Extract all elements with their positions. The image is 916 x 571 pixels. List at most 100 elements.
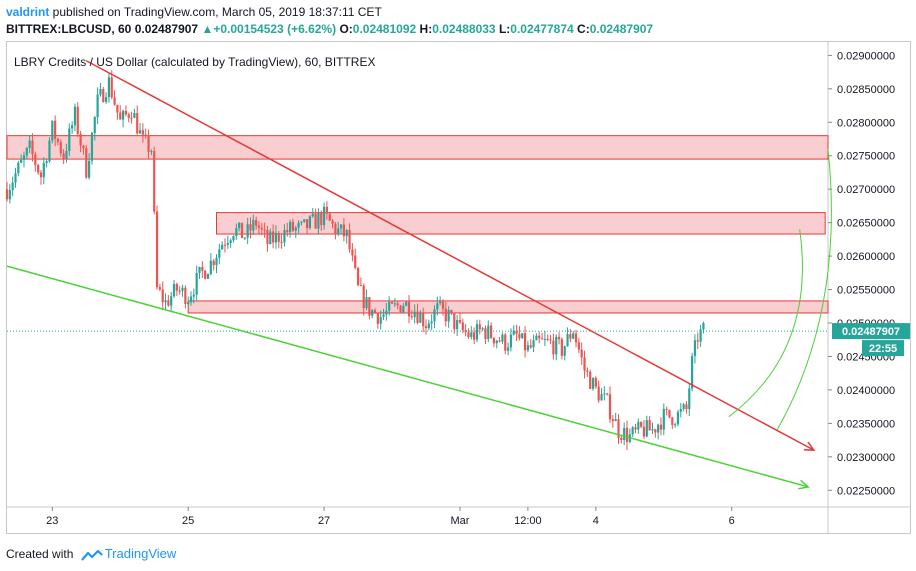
chart-frame[interactable] (6, 41, 911, 534)
candle-body (402, 305, 405, 313)
candle-body (76, 106, 79, 134)
support-trendline (6, 265, 809, 488)
candle-body (523, 333, 527, 351)
candle-body (642, 426, 646, 437)
projection-arc (776, 148, 832, 431)
candle-body (238, 222, 241, 229)
candle-body (498, 340, 501, 342)
candle-body (308, 216, 312, 229)
candle-body (300, 221, 303, 223)
candle-body (473, 332, 476, 340)
author-name[interactable]: valdrint (6, 5, 50, 19)
candle-body (487, 325, 490, 340)
candle-body (110, 77, 113, 98)
candle-body (532, 340, 535, 348)
y-tick-label: 0.02400000 (837, 385, 895, 397)
candle-body (648, 420, 651, 431)
candle-body (198, 266, 201, 273)
last-price-tag-label: 0.02487907 (842, 326, 900, 338)
candle-body (540, 338, 544, 340)
candle-body (447, 309, 450, 322)
candle-body (600, 394, 603, 401)
candle-body (116, 104, 119, 113)
candle-body (450, 309, 453, 314)
candle-body (512, 330, 515, 335)
price-change: +0.00154523 (+6.62%) (213, 22, 337, 36)
chart-title: LBRY Credits / US Dollar (calculated by … (14, 55, 376, 69)
candle-body (99, 89, 102, 95)
candle-body (303, 219, 306, 222)
candle-body (28, 140, 31, 148)
high-value: 0.02488033 (432, 22, 496, 36)
y-tick-label: 0.02700000 (837, 184, 895, 196)
candle-body (433, 309, 436, 322)
candle-body (543, 338, 546, 340)
candle-body (504, 334, 507, 351)
candle-body (611, 419, 614, 422)
candle-body (603, 393, 606, 395)
candle-body (614, 419, 617, 422)
candle-body (501, 334, 504, 342)
candle-body (257, 225, 261, 228)
open-label: O: (339, 22, 353, 36)
candle-body (645, 420, 648, 437)
candle-body (583, 357, 586, 371)
candle-body (396, 303, 399, 306)
candle-body (458, 320, 462, 323)
candle-body (456, 320, 459, 330)
last-price: 0.02487907 (134, 22, 199, 36)
candle-body (167, 300, 170, 306)
candle-body (631, 427, 634, 435)
high-label: H: (419, 22, 433, 36)
candle-body (119, 112, 122, 120)
created-with-text: Created with (6, 547, 74, 561)
candle-body (209, 260, 212, 275)
resistance-zone (187, 300, 829, 314)
candle-body (51, 120, 54, 141)
resistance-arrowhead (803, 441, 816, 451)
candle-body (623, 427, 626, 441)
candle-body (495, 340, 498, 344)
candle-body (314, 213, 317, 229)
candle-body (150, 151, 153, 153)
candle-body (218, 249, 221, 258)
candle-body (376, 313, 379, 324)
candle-body (25, 147, 28, 156)
candle-body (164, 300, 167, 303)
candle-body (521, 333, 524, 339)
published-text: published on TradingView.com, March 05, … (49, 5, 382, 19)
candle-body (566, 334, 569, 347)
candle-body (422, 313, 425, 327)
candle-body (184, 287, 187, 305)
candle-body (175, 283, 178, 291)
candle-body (699, 329, 702, 342)
candle-body (563, 346, 566, 356)
candle-body (405, 301, 408, 306)
candle-body (490, 325, 493, 338)
candle-body (42, 162, 45, 178)
candle-body (637, 421, 640, 430)
candle-body (320, 213, 323, 226)
open-value: 0.02481092 (352, 22, 417, 36)
x-tick-label: 4 (593, 515, 599, 527)
candle-body (232, 235, 235, 241)
candle-body (399, 305, 402, 313)
candle-body (410, 316, 413, 318)
close-label: C: (577, 22, 590, 36)
tradingview-brand-link[interactable]: TradingView (104, 546, 177, 561)
candle-body (385, 310, 388, 315)
candle-body (269, 231, 272, 244)
candle-body (393, 303, 396, 305)
candle-body (187, 302, 190, 305)
candle-body (147, 135, 150, 152)
y-tick-label: 0.02300000 (837, 452, 895, 464)
candle-body (594, 378, 597, 387)
candle-body (11, 182, 14, 190)
candle-body (470, 332, 473, 338)
candle-body (331, 220, 334, 224)
candle-body (424, 326, 428, 329)
candle-body (388, 302, 391, 311)
y-tick-label: 0.02250000 (837, 485, 895, 497)
candle-body (441, 301, 445, 309)
